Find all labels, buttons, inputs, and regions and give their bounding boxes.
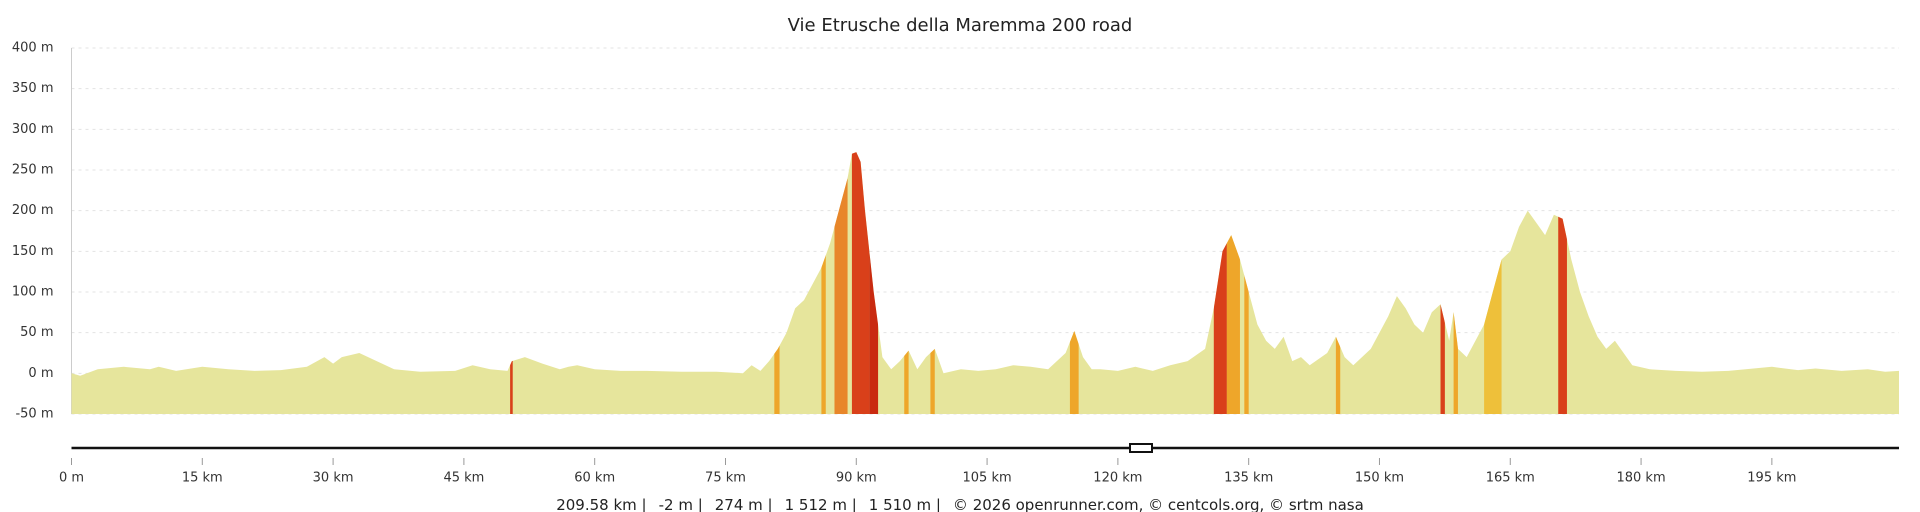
gradient-section bbox=[1484, 152, 1502, 414]
x-tick-label: 45 km bbox=[443, 471, 484, 486]
x-tick-label: 0 m bbox=[59, 471, 84, 486]
gradient-section bbox=[1558, 152, 1567, 414]
x-tick-label: 75 km bbox=[705, 471, 746, 486]
y-tick-label: 400 m bbox=[12, 41, 54, 56]
y-tick-label: 50 m bbox=[20, 325, 53, 340]
x-tick-label: 135 km bbox=[1224, 471, 1273, 486]
y-tick-label: 150 m bbox=[12, 244, 54, 259]
footer-item: -2 m | bbox=[659, 496, 703, 512]
y-tick-label: 250 m bbox=[12, 163, 54, 178]
gradient-section bbox=[1244, 152, 1249, 414]
x-tick-label: 90 km bbox=[836, 471, 877, 486]
x-tick-label: 150 km bbox=[1355, 471, 1404, 486]
gradient-section bbox=[821, 152, 826, 414]
chart-title: Vie Etrusche della Maremma 200 road bbox=[788, 15, 1133, 36]
y-tick-label: -50 m bbox=[15, 407, 53, 422]
y-tick-label: 300 m bbox=[12, 122, 54, 137]
y-tick-label: 100 m bbox=[12, 285, 54, 300]
footer: 209.58 km | -2 m | 274 m | 1 512 m | 1 510 m… bbox=[556, 496, 1364, 512]
gradient-section bbox=[1335, 152, 1341, 414]
gradient-section bbox=[1453, 152, 1458, 414]
x-tick-label: 195 km bbox=[1747, 471, 1796, 486]
gradient-section bbox=[1069, 152, 1079, 414]
footer-item: 1 510 m | bbox=[869, 496, 941, 512]
gradient-section bbox=[1226, 152, 1240, 414]
footer-item: 209.58 km | bbox=[556, 496, 646, 512]
gradient-section bbox=[930, 152, 935, 414]
gradient-section bbox=[851, 152, 870, 414]
x-tick-label: 120 km bbox=[1093, 471, 1142, 486]
gradient-section bbox=[869, 152, 879, 414]
road-marker bbox=[1129, 443, 1153, 453]
x-tick-label: 180 km bbox=[1616, 471, 1665, 486]
x-tick-label: 60 km bbox=[574, 471, 615, 486]
footer-item: 1 512 m | bbox=[785, 496, 857, 512]
x-tick-label: 30 km bbox=[313, 471, 354, 486]
y-tick-label: 200 m bbox=[12, 203, 54, 218]
x-tick-label: 105 km bbox=[963, 471, 1012, 486]
gradient-section bbox=[1440, 152, 1445, 414]
x-tick-label: 15 km bbox=[182, 471, 223, 486]
footer-item: © 2026 openrunner.com, © centcols.org, ©… bbox=[953, 496, 1364, 512]
elevation-area bbox=[71, 152, 1899, 414]
gradient-section bbox=[834, 152, 848, 414]
y-tick-label: 0 m bbox=[28, 366, 53, 381]
gradient-section bbox=[1213, 152, 1227, 414]
x-tick-label: 165 km bbox=[1486, 471, 1535, 486]
gradient-section bbox=[904, 152, 909, 414]
footer-item: 274 m | bbox=[715, 496, 773, 512]
gradient-section bbox=[774, 152, 780, 414]
y-tick-label: 350 m bbox=[12, 81, 54, 96]
gradient-section bbox=[510, 152, 513, 414]
